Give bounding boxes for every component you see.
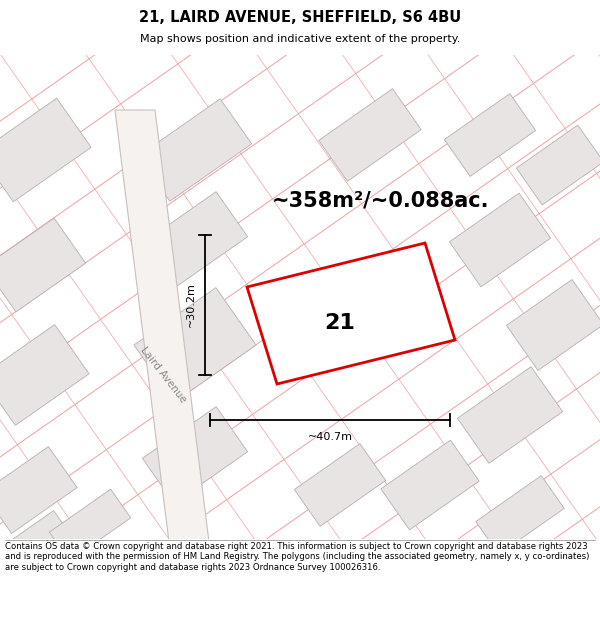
- Polygon shape: [49, 489, 131, 561]
- Text: 21: 21: [325, 313, 355, 333]
- Text: Map shows position and indicative extent of the property.: Map shows position and indicative extent…: [140, 34, 460, 44]
- Polygon shape: [445, 94, 536, 176]
- Polygon shape: [142, 192, 248, 288]
- Text: Laird Avenue: Laird Avenue: [138, 345, 188, 405]
- Polygon shape: [247, 243, 455, 384]
- Text: Contains OS data © Crown copyright and database right 2021. This information is : Contains OS data © Crown copyright and d…: [5, 542, 589, 571]
- Polygon shape: [381, 440, 479, 530]
- Polygon shape: [0, 545, 85, 590]
- Polygon shape: [0, 98, 91, 202]
- Polygon shape: [134, 288, 256, 402]
- Polygon shape: [506, 279, 600, 371]
- Polygon shape: [319, 89, 421, 181]
- Polygon shape: [115, 110, 215, 590]
- Polygon shape: [0, 324, 89, 426]
- Polygon shape: [457, 367, 563, 463]
- Polygon shape: [449, 193, 551, 287]
- Text: ~40.7m: ~40.7m: [308, 432, 353, 442]
- Polygon shape: [142, 407, 248, 503]
- Polygon shape: [138, 99, 252, 201]
- Polygon shape: [0, 447, 77, 533]
- Polygon shape: [517, 125, 600, 205]
- Polygon shape: [0, 218, 86, 312]
- Text: ~30.2m: ~30.2m: [186, 282, 196, 328]
- Polygon shape: [0, 511, 74, 579]
- Text: 21, LAIRD AVENUE, SHEFFIELD, S6 4BU: 21, LAIRD AVENUE, SHEFFIELD, S6 4BU: [139, 10, 461, 25]
- Text: ~358m²/~0.088ac.: ~358m²/~0.088ac.: [271, 190, 489, 210]
- Polygon shape: [295, 444, 386, 526]
- Polygon shape: [476, 476, 564, 554]
